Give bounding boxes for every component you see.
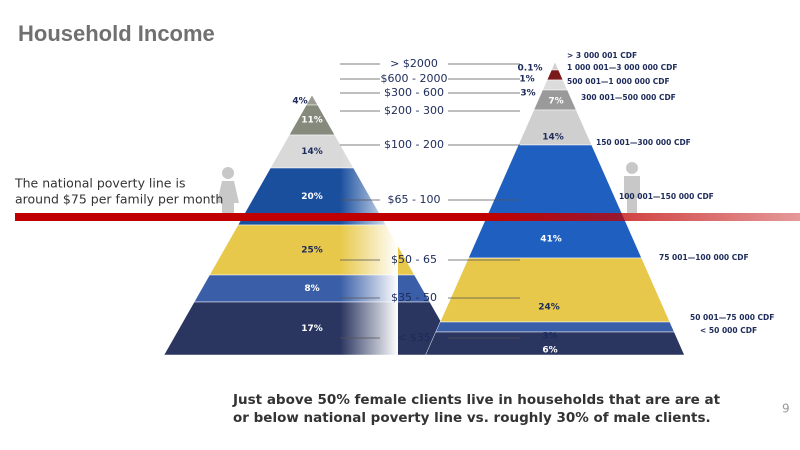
cdf-bracket: 50 001—75 000 CDF <box>690 313 774 322</box>
male-share: 6% <box>542 346 557 356</box>
female-icon <box>217 167 239 213</box>
pyramid-layer <box>435 321 675 333</box>
cdf-bracket: 500 001—1 000 000 CDF <box>567 77 670 86</box>
female-share: 4% <box>292 97 307 107</box>
income-bracket: $65 - 100 <box>388 193 441 206</box>
male-share: 24% <box>538 303 560 313</box>
income-bracket: $200 - 300 <box>384 104 444 117</box>
poverty-note: around $75 per family per month <box>15 192 223 207</box>
slide-title: Household Income <box>18 21 215 46</box>
footer: or below national poverty line vs. rough… <box>233 410 711 426</box>
cdf-bracket: 1 000 001—3 000 000 CDF <box>567 63 677 72</box>
female-share: 25% <box>301 246 323 256</box>
female-share: 11% <box>301 116 323 126</box>
cdf-bracket: 100 001—150 000 CDF <box>619 192 714 201</box>
pyramid-layer <box>305 94 319 106</box>
cdf-bracket: 300 001—500 000 CDF <box>581 93 676 102</box>
poverty-line <box>15 213 800 221</box>
male-share: 7% <box>548 97 563 107</box>
income-bracket: < $35 <box>397 331 431 344</box>
female-share: 14% <box>301 147 323 157</box>
cdf-bracket: 75 001—100 000 CDF <box>659 253 749 262</box>
male-share: 1% <box>519 75 534 85</box>
male-share: 41% <box>540 235 562 245</box>
male-icon <box>624 162 640 213</box>
income-bracket: $600 - 2000 <box>381 72 448 85</box>
poverty-note: The national poverty line is <box>14 176 185 191</box>
pyramid-layer <box>542 79 568 91</box>
male-share: 14% <box>542 133 564 143</box>
footer: Just above 50% female clients live in ho… <box>232 392 721 408</box>
income-bracket: $50 - 65 <box>391 253 437 266</box>
fade-overlay <box>340 88 398 363</box>
cdf-bracket: 150 001—300 000 CDF <box>596 138 691 147</box>
male-share: 3% <box>520 89 535 99</box>
pyramid-layer <box>546 69 564 81</box>
income-bracket: $100 - 200 <box>384 138 444 151</box>
female-share: 8% <box>304 284 319 294</box>
page-number: 9 <box>782 402 790 416</box>
income-bracket: > $2000 <box>390 57 438 70</box>
male-share: 0.1% <box>518 64 543 74</box>
pyramid-layer <box>551 61 559 71</box>
income-bracket: $300 - 600 <box>384 86 444 99</box>
female-share: 20% <box>301 192 323 202</box>
female-share: 17% <box>301 324 323 334</box>
cdf-bracket: < 50 000 CDF <box>700 326 757 335</box>
labels: 4% 11% 14% 20% 25% 8% 17% 0.1%1% 3% 7% 14% 41% 24% 3%… <box>292 51 774 356</box>
income-bracket: $35 - 50 <box>391 291 437 304</box>
male-share: 3% <box>542 332 557 342</box>
cdf-bracket: > 3 000 001 CDF <box>567 51 637 60</box>
